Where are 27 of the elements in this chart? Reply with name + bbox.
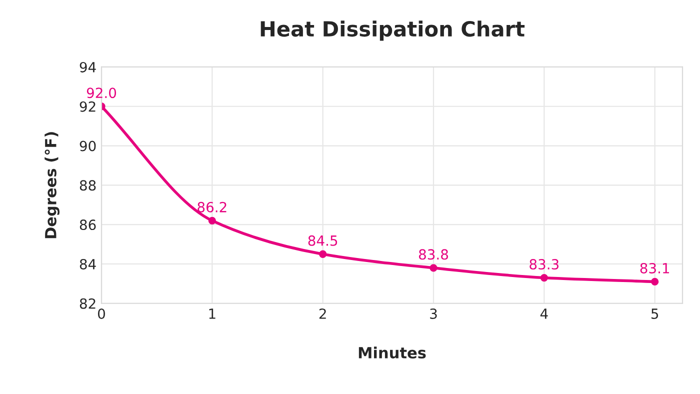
- data-label: 83.3: [530, 259, 559, 270]
- point: [208, 216, 216, 224]
- data-label: 83.1: [640, 262, 670, 274]
- y-axis-title: Degrees (°F): [44, 132, 60, 238]
- point: [540, 274, 548, 282]
- y-tick-label: 88: [80, 180, 96, 191]
- y-tick-label: 92: [80, 101, 96, 112]
- point: [651, 278, 659, 286]
- data-label: 84.5: [308, 235, 338, 246]
- data-label: 86.2: [198, 202, 226, 212]
- y-tick-label: 86: [80, 220, 96, 230]
- x-axis-title: Minutes: [358, 346, 426, 359]
- point: [319, 250, 327, 258]
- x-tick-label: 2: [319, 308, 326, 319]
- x-tick-label: 0: [98, 308, 105, 319]
- chart-title: Heat Dissipation Chart: [260, 20, 525, 41]
- x-tick-label: 1: [209, 308, 216, 319]
- x-tick-label: 3: [430, 308, 437, 319]
- data-label: 92.0: [86, 88, 116, 98]
- data-label: 83.8: [418, 249, 448, 260]
- y-tick-label: 94: [80, 62, 96, 72]
- y-tick-label: 84: [80, 258, 96, 270]
- y-tick-label: 82: [80, 298, 96, 309]
- y-tick-label: 90: [80, 140, 96, 152]
- x-tick-label: 4: [540, 308, 548, 319]
- x-tick-label: 5: [651, 308, 658, 319]
- point: [430, 264, 438, 272]
